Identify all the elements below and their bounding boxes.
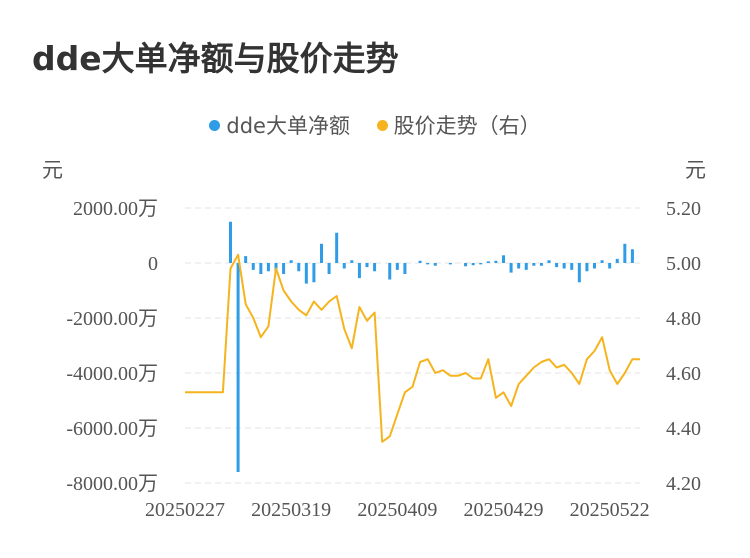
- left-tick-label: -2000.00万: [66, 308, 158, 330]
- x-tick-label: 20250409: [357, 499, 437, 521]
- dde-bar: [259, 263, 263, 274]
- right-tick-label: 5.00: [666, 253, 701, 275]
- dde-bar: [236, 263, 240, 472]
- legend: dde大单净额 股价走势（右）: [0, 110, 750, 140]
- x-tick-label: 20250522: [570, 499, 650, 521]
- left-tick-label: 2000.00万: [73, 198, 158, 220]
- dde-bar: [327, 263, 331, 274]
- dde-bar: [615, 258, 619, 263]
- right-axis-ticks: 5.20 5.00 4.80 4.60 4.40 4.20: [666, 198, 701, 495]
- dde-bar: [524, 263, 528, 270]
- dde-bar: [244, 256, 248, 263]
- x-tick-label: 20250429: [464, 499, 544, 521]
- dde-bar: [335, 232, 339, 263]
- dde-bar: [600, 260, 604, 263]
- right-tick-label: 4.80: [666, 308, 701, 330]
- dde-bar: [312, 263, 316, 283]
- dde-bar: [403, 263, 407, 274]
- dde-bar: [547, 260, 551, 263]
- dde-bar: [418, 260, 422, 263]
- x-tick-label: 20250227: [145, 499, 225, 521]
- left-tick-label: 0: [148, 253, 158, 275]
- legend-item-price[interactable]: 股价走势（右）: [376, 110, 541, 140]
- dde-bar: [289, 260, 293, 263]
- dde-bar: [365, 263, 369, 268]
- dde-bar: [608, 263, 612, 269]
- price-line: [185, 253, 640, 443]
- dde-bar: [585, 263, 589, 272]
- dde-bar: [593, 263, 596, 269]
- dde-bar: [570, 263, 574, 270]
- price-line-path: [185, 253, 640, 443]
- dde-bar: [342, 263, 346, 269]
- x-tick-label: 20250319: [251, 499, 331, 521]
- legend-dot-price: [376, 119, 388, 131]
- dde-bar: [388, 263, 392, 280]
- dde-bar: [373, 263, 377, 272]
- dde-bar: [266, 263, 270, 272]
- dde-bar: [433, 263, 437, 266]
- dde-bar: [562, 263, 566, 269]
- dde-bar: [539, 263, 543, 266]
- left-tick-label: -6000.00万: [66, 418, 158, 440]
- gridlines: [185, 207, 640, 484]
- dde-bar: [395, 263, 399, 270]
- dde-bar: [297, 263, 301, 272]
- dde-bar: [509, 263, 513, 273]
- dde-bar: [426, 263, 430, 265]
- right-tick-label: 4.20: [666, 473, 701, 495]
- right-tick-label: 5.20: [666, 198, 701, 220]
- right-tick-label: 4.40: [666, 418, 701, 440]
- right-axis-unit: 元: [685, 158, 706, 182]
- dde-bar: [274, 263, 278, 272]
- dde-bar: [555, 263, 559, 268]
- dde-bar: [471, 263, 475, 266]
- dde-bar: [532, 263, 536, 266]
- right-tick-label: 4.60: [666, 363, 701, 385]
- dde-bar: [630, 249, 634, 263]
- legend-dot-dde: [209, 119, 221, 131]
- dde-bar: [304, 263, 308, 284]
- dde-bar: [282, 263, 286, 274]
- chart-title: dde大单净额与股价走势: [32, 39, 399, 78]
- dde-bar: [350, 260, 354, 263]
- dde-bar: [623, 243, 627, 263]
- legend-item-dde[interactable]: dde大单净额: [209, 110, 350, 140]
- legend-label-dde: dde大单净额: [226, 114, 350, 138]
- x-axis-ticks: 20250227 20250319 20250409 20250429 20250522: [145, 499, 650, 521]
- dde-bar: [229, 221, 232, 263]
- dde-bar: [320, 243, 323, 263]
- dde-bar: [464, 263, 468, 267]
- left-tick-label: -4000.00万: [66, 363, 158, 385]
- dde-bar: [494, 260, 498, 263]
- dde-bars: [229, 221, 634, 472]
- left-axis-ticks: 2000.00万 0 -2000.00万 -4000.00万 -6000.00万 -800…: [66, 198, 158, 495]
- legend-label-price: 股价走势（右）: [393, 114, 541, 138]
- dde-bar: [517, 263, 521, 269]
- dde-bar: [251, 263, 255, 270]
- dde-bar: [479, 263, 483, 265]
- dde-bar: [448, 263, 452, 265]
- dde-bar: [577, 263, 581, 283]
- left-axis-unit: 元: [42, 158, 63, 182]
- left-tick-label: -8000.00万: [66, 473, 158, 495]
- dde-bar: [486, 261, 490, 263]
- dde-bar: [357, 263, 361, 279]
- dde-bar: [502, 255, 505, 263]
